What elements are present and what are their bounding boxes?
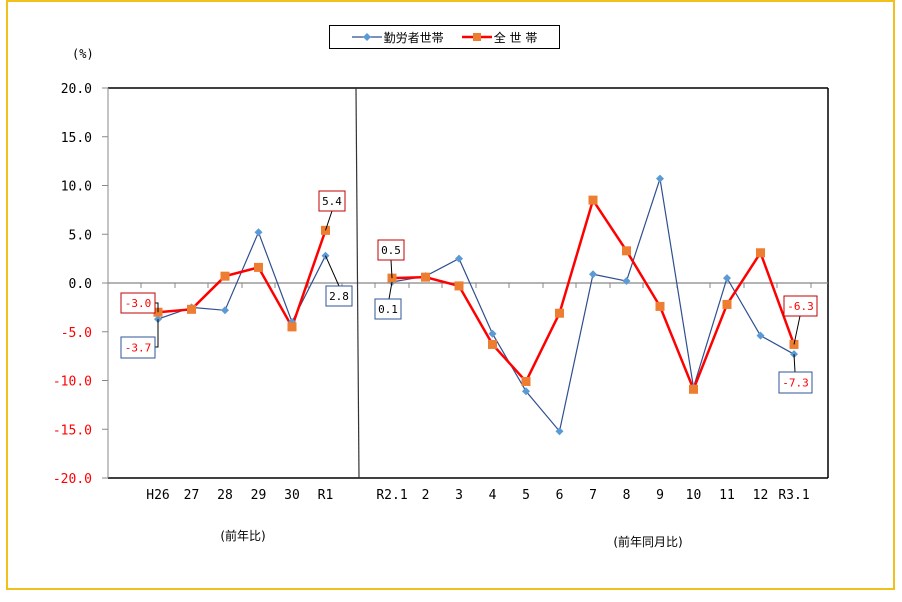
y-tick-label: -10.0	[53, 375, 92, 390]
data-point	[488, 339, 497, 349]
legend-item-workers: 勤労者世帯	[351, 29, 444, 46]
legend-item-all: 全 世 帯	[461, 29, 538, 46]
series-line	[157, 230, 327, 324]
legend-label-all: 全 世 帯	[493, 30, 538, 45]
x-tick-label: 28	[217, 488, 233, 503]
y-tick-label: -15.0	[53, 423, 92, 438]
data-point	[522, 387, 530, 396]
data-point	[689, 384, 698, 394]
panel-caption-annual: (前年比)	[220, 528, 265, 543]
x-tick-label: 2	[422, 488, 430, 503]
data-label: -6.3	[787, 300, 814, 313]
x-tick-label: 27	[184, 488, 200, 503]
data-point	[656, 174, 664, 183]
data-label: 0.1	[378, 303, 398, 316]
x-tick-label: 12	[753, 488, 769, 503]
data-label-box	[778, 371, 813, 394]
x-tick-label: R1	[318, 488, 334, 503]
x-tick-label: 30	[284, 488, 300, 503]
data-label: -7.3	[782, 377, 809, 390]
data-point	[555, 308, 564, 318]
panel-caption-monthly: (前年同月比)	[613, 534, 682, 549]
x-tick-label: 9	[656, 488, 664, 503]
series-line	[391, 197, 796, 393]
y-tick-label: 0.0	[69, 277, 92, 292]
series-line	[391, 178, 795, 433]
data-point	[287, 322, 297, 332]
data-label-box	[318, 190, 346, 212]
data-point	[655, 301, 665, 311]
y-tick-label: 5.0	[69, 228, 92, 243]
data-label-box	[120, 292, 156, 314]
data-label: 0.5	[381, 244, 401, 257]
data-point	[722, 299, 732, 309]
y-tick-label: 15.0	[61, 131, 92, 146]
series-line	[157, 229, 327, 330]
panel-divider	[355, 87, 360, 479]
data-point	[723, 274, 731, 283]
x-tick-label: 5	[522, 488, 530, 503]
square-marker-icon	[461, 33, 492, 41]
y-axis-unit: (%)	[72, 47, 94, 61]
data-label: 2.8	[329, 290, 349, 303]
data-label-box	[783, 295, 818, 317]
y-tick-label: -5.0	[61, 326, 92, 341]
y-tick-label: 10.0	[61, 180, 92, 195]
x-tick-label: 10	[686, 488, 702, 503]
y-tick-label: -20.0	[53, 472, 92, 487]
data-point	[589, 270, 597, 279]
data-point	[254, 262, 263, 272]
x-tick-label: 6	[556, 488, 564, 503]
data-point	[555, 427, 564, 436]
data-point	[521, 376, 531, 386]
x-tick-label: 7	[589, 488, 597, 503]
data-point	[421, 272, 430, 282]
data-point	[622, 246, 631, 256]
y-tick-label: 20.0	[61, 82, 92, 97]
chart-frame	[6, 0, 895, 590]
data-point	[187, 304, 196, 314]
x-tick-label: R3.1	[778, 488, 809, 503]
data-point	[622, 277, 631, 286]
data-point	[221, 306, 229, 315]
data-point	[756, 331, 765, 340]
x-tick-label: 29	[251, 488, 267, 503]
data-label: -3.7	[125, 342, 152, 355]
x-tick-label: 11	[719, 488, 735, 503]
x-tick-label: 4	[489, 488, 497, 503]
data-point	[455, 254, 463, 263]
x-tick-label: R2.1	[376, 488, 407, 503]
data-label-box	[377, 239, 405, 261]
data-point	[220, 271, 230, 281]
x-tick-label: 8	[623, 488, 631, 503]
data-label: -3.0	[125, 297, 152, 310]
x-tick-label: 3	[455, 488, 463, 503]
data-point	[488, 329, 497, 338]
data-point	[254, 228, 263, 237]
diamond-marker-icon	[351, 33, 382, 41]
x-tick-label: H26	[146, 488, 169, 503]
data-point	[756, 248, 765, 258]
data-label-box	[374, 298, 402, 320]
legend-label-workers: 勤労者世帯	[383, 30, 444, 45]
data-label-box	[120, 336, 156, 359]
legend: 勤労者世帯 全 世 帯	[329, 25, 560, 49]
data-label-box	[325, 285, 353, 307]
data-label: 5.4	[322, 195, 342, 208]
data-point	[454, 281, 464, 291]
data-point	[588, 195, 598, 205]
